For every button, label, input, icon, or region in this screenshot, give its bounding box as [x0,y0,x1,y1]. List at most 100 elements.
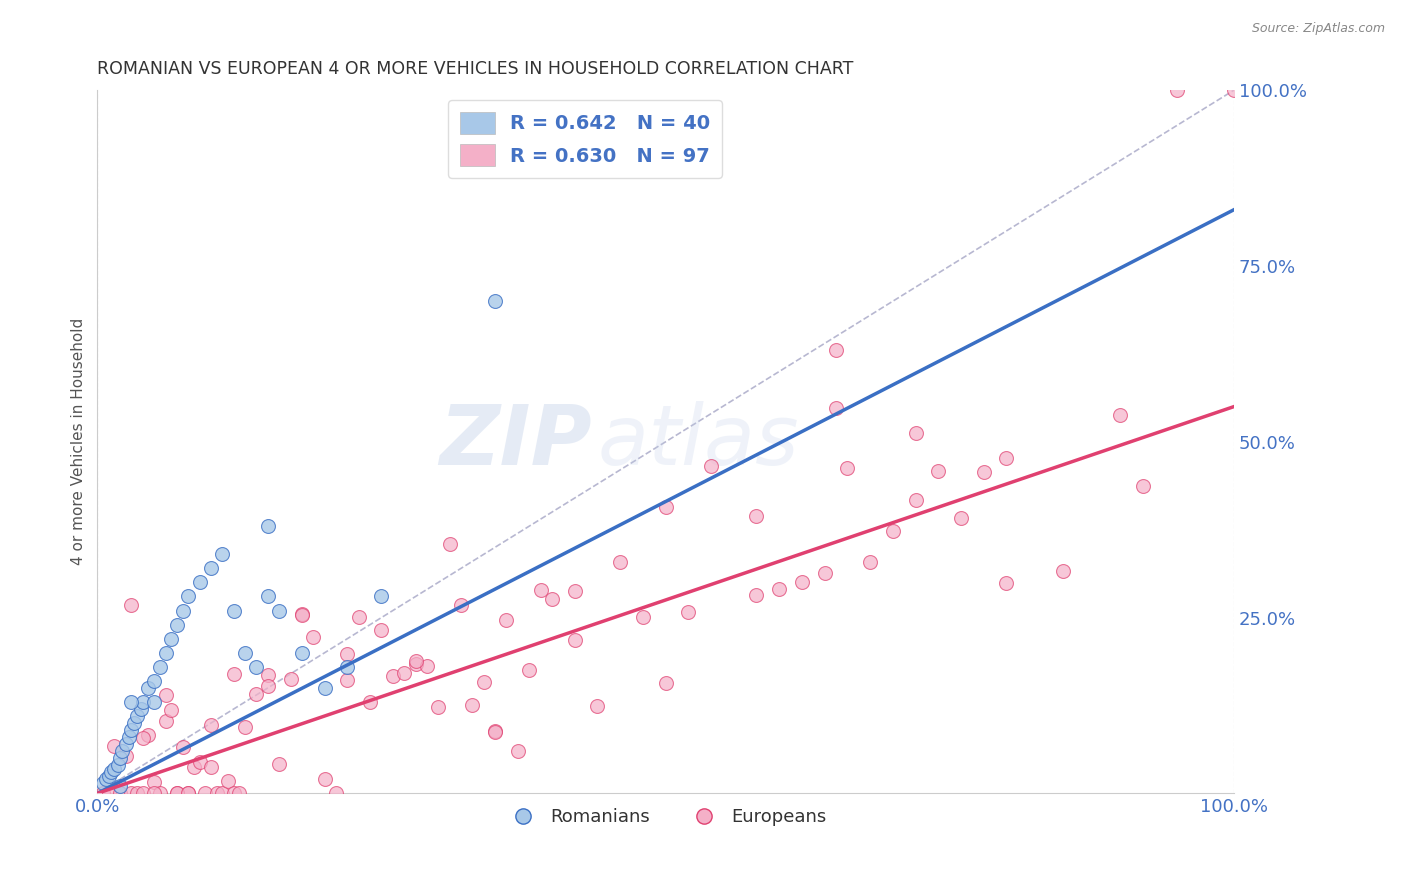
Europeans [108,786,131,800]
Europeans [217,774,239,789]
Romanians [129,702,152,716]
Europeans [370,623,392,637]
Europeans [484,725,506,739]
Legend: Romanians, Europeans: Romanians, Europeans [498,801,834,833]
Europeans [405,657,427,672]
Europeans [609,555,631,569]
Europeans [529,582,551,597]
Europeans [1223,83,1246,97]
Romanians [336,660,359,674]
Europeans [1166,83,1188,97]
Text: ROMANIAN VS EUROPEAN 4 OR MORE VEHICLES IN HOUSEHOLD CORRELATION CHART: ROMANIAN VS EUROPEAN 4 OR MORE VEHICLES … [97,60,853,78]
Europeans [825,401,848,416]
Europeans [700,459,723,474]
Europeans [790,575,813,590]
Europeans [882,524,904,538]
Romanians [118,730,141,744]
Europeans [222,786,245,800]
Europeans [143,786,166,800]
Romanians [91,776,114,790]
Romanians [160,632,183,646]
Europeans [155,688,177,702]
Europeans [166,786,188,800]
Europeans [222,667,245,681]
Europeans [143,775,166,789]
Europeans [245,687,267,701]
Romanians [269,603,291,617]
Europeans [461,698,484,712]
Europeans [132,731,155,745]
Europeans [155,714,177,729]
Europeans [336,673,359,687]
Europeans [269,757,291,772]
Europeans [517,663,540,677]
Romanians [200,561,222,575]
Romanians [132,695,155,709]
Romanians [166,617,188,632]
Europeans [381,668,404,682]
Europeans [188,755,211,769]
Europeans [904,493,927,508]
Europeans [291,607,314,621]
Romanians [138,681,160,695]
Europeans [211,786,233,800]
Europeans [814,566,837,580]
Europeans [439,537,461,551]
Europeans [405,654,427,668]
Europeans [472,674,495,689]
Europeans [495,613,517,627]
Europeans [904,425,927,440]
Europeans [359,695,381,709]
Europeans [302,630,325,644]
Romanians [100,765,122,780]
Romanians [108,780,131,794]
Europeans [177,786,200,800]
Europeans [291,607,314,622]
Romanians [233,646,256,660]
Europeans [745,509,768,524]
Europeans [120,786,142,800]
Text: ZIP: ZIP [439,401,592,483]
Europeans [347,610,370,624]
Europeans [127,786,149,800]
Europeans [1052,564,1074,578]
Europeans [564,583,586,598]
Europeans [927,464,949,478]
Europeans [768,582,790,596]
Romanians [96,772,118,787]
Europeans [314,772,336,787]
Romanians [172,603,194,617]
Europeans [200,760,222,774]
Romanians [188,575,211,590]
Europeans [166,786,188,800]
Europeans [825,343,848,358]
Europeans [654,500,676,514]
Europeans [149,786,172,800]
Europeans [200,718,222,732]
Europeans [172,739,194,754]
Europeans [416,658,439,673]
Europeans [837,460,859,475]
Europeans [177,786,200,800]
Romanians [143,673,166,688]
Europeans [120,598,142,612]
Europeans [973,465,995,479]
Europeans [114,749,136,764]
Romanians [97,769,120,783]
Europeans [859,555,882,569]
Romanians [120,723,142,737]
Romanians [120,695,142,709]
Romanians [143,695,166,709]
Europeans [160,703,183,717]
Europeans [678,605,700,619]
Europeans [280,672,302,686]
Europeans [256,679,278,693]
Romanians [107,758,129,772]
Europeans [541,592,564,607]
Romanians [314,681,336,695]
Y-axis label: 4 or more Vehicles in Household: 4 or more Vehicles in Household [72,318,86,566]
Europeans [233,720,256,734]
Europeans [1132,479,1154,493]
Europeans [392,666,415,681]
Romanians [211,547,233,561]
